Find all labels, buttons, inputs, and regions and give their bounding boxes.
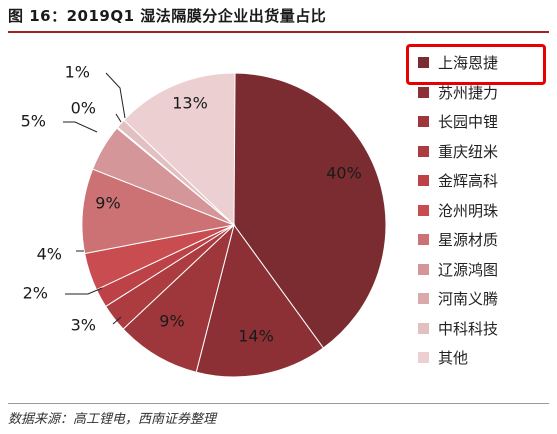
data-label-9: 1% [65, 63, 90, 82]
legend-label-5: 沧州明珠 [438, 201, 499, 220]
legend-label-4: 金辉高科 [438, 172, 499, 191]
title-divider [8, 31, 549, 33]
legend-highlight-box [406, 44, 546, 85]
pie-slice-2 [122, 223, 235, 373]
chart-title: 图 16：2019Q1 湿法隔膜分企业出货量占比 [8, 7, 327, 25]
legend-item-2: 长园中锂 [418, 107, 498, 137]
legend-swatch-0 [418, 57, 429, 69]
legend-item-9: 中科科技 [418, 314, 498, 344]
source-divider [8, 403, 549, 404]
legend: 上海恩捷苏州捷力长园中锂重庆纽米金辉高科沧州明珠星源材质辽源鸿图河南义腾中科科技… [418, 48, 498, 373]
legend-item-6: 星源材质 [418, 225, 498, 255]
legend-swatch-3 [418, 145, 429, 157]
data-label-5: 4% [37, 245, 62, 264]
legend-item-8: 河南义腾 [418, 284, 498, 314]
legend-label-8: 河南义腾 [438, 290, 499, 309]
legend-swatch-6 [418, 234, 429, 246]
legend-item-4: 金辉高科 [418, 166, 498, 196]
data-label-8: 0% [71, 99, 96, 118]
pie-chart: 40% 14% 9% 3% 2% 4% 9% 5% 0% 1% 13% [21, 63, 387, 378]
legend-item-10: 其他 [418, 343, 498, 373]
legend-label-10: 其他 [438, 349, 469, 368]
data-label-10: 13% [172, 94, 208, 113]
leader-line-9 [105, 72, 126, 119]
leader-line-7 [63, 121, 98, 133]
legend-label-9: 中科科技 [438, 319, 499, 338]
data-label-3: 3% [71, 316, 96, 335]
data-source: 数据来源：高工锂电，西南证券整理 [8, 412, 217, 427]
data-label-1: 14% [238, 327, 274, 346]
legend-label-7: 辽源鸿图 [438, 260, 499, 279]
data-label-7: 5% [21, 112, 46, 131]
legend-swatch-2 [418, 116, 429, 128]
legend-item-7: 辽源鸿图 [418, 255, 498, 285]
legend-swatch-8 [418, 293, 429, 305]
legend-swatch-9 [418, 322, 429, 334]
leader-line-4 [65, 287, 103, 295]
pie-slice-0 [233, 72, 387, 349]
data-label-2: 9% [159, 312, 184, 331]
legend-swatch-5 [418, 204, 429, 216]
legend-swatch-1 [418, 86, 429, 98]
legend-swatch-4 [418, 175, 429, 187]
legend-item-3: 重庆纽米 [418, 137, 498, 167]
legend-label-0: 上海恩捷 [438, 54, 499, 73]
legend-label-1: 苏州捷力 [438, 83, 499, 102]
legend-swatch-7 [418, 263, 429, 275]
leader-line-8 [115, 113, 122, 123]
legend-label-6: 星源材质 [438, 231, 499, 250]
pie-slice-1 [195, 223, 325, 378]
data-label-0: 40% [326, 164, 362, 183]
legend-item-1: 苏州捷力 [418, 78, 498, 108]
pie-slice-6 [81, 168, 236, 255]
legend-swatch-10 [418, 352, 429, 364]
leader-line-3 [112, 316, 122, 325]
pie-slice-10 [123, 72, 236, 227]
legend-item-0: 上海恩捷 [418, 48, 498, 78]
legend-label-3: 重庆纽米 [438, 142, 499, 161]
legend-item-5: 沧州明珠 [418, 196, 498, 226]
data-label-6: 9% [95, 194, 120, 213]
data-label-4: 2% [23, 284, 48, 303]
legend-label-2: 长园中锂 [438, 113, 499, 132]
